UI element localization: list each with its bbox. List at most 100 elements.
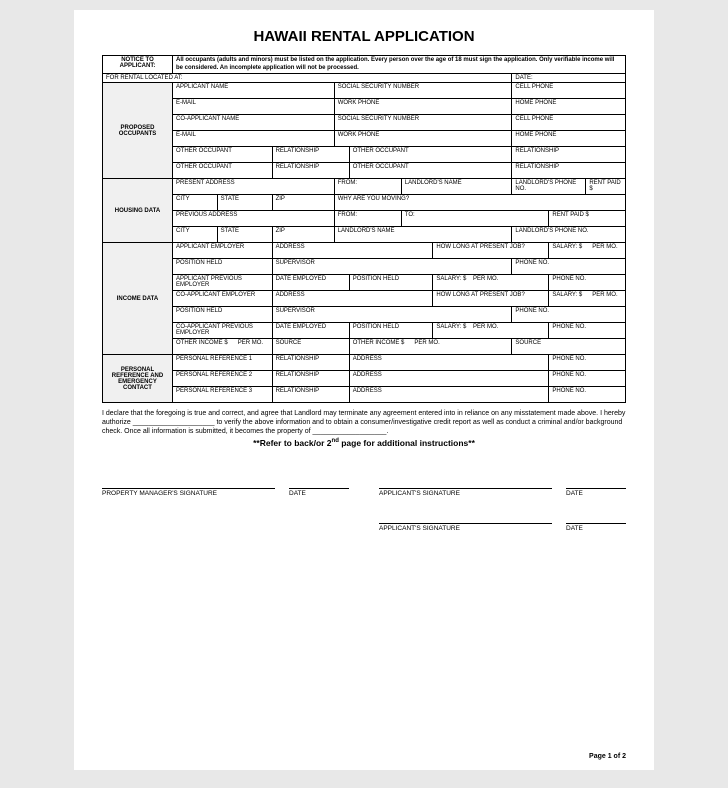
- field-address-5[interactable]: ADDRESS: [349, 387, 549, 403]
- field-email-2[interactable]: E-MAIL: [173, 131, 335, 147]
- field-supervisor-1[interactable]: SUPERVISOR: [272, 259, 512, 275]
- field-date-employed-2[interactable]: DATE EMPLOYED: [272, 323, 349, 339]
- field-state-1[interactable]: STATE: [217, 195, 272, 211]
- field-applicant-name[interactable]: APPLICANT NAME: [173, 83, 335, 99]
- field-phone-7[interactable]: PHONE NO.: [549, 387, 626, 403]
- field-source-1[interactable]: SOURCE: [272, 339, 349, 355]
- field-salary-3[interactable]: SALARY: $ PER MO.: [549, 291, 626, 307]
- field-position-4[interactable]: POSITION HELD: [349, 323, 433, 339]
- signature-row-1: PROPERTY MANAGER'S SIGNATURE DATE APPLIC…: [102, 488, 626, 497]
- field-other-occ-3[interactable]: OTHER OCCUPANT: [173, 163, 273, 179]
- field-zip-1[interactable]: ZIP: [272, 195, 334, 211]
- field-salary-1[interactable]: SALARY: $ PER MO.: [549, 243, 626, 259]
- applicant-date-line-1[interactable]: DATE: [566, 488, 626, 497]
- page-number: Page 1 of 2: [589, 753, 626, 760]
- field-relationship-2[interactable]: RELATIONSHIP: [512, 147, 626, 163]
- field-address-4[interactable]: ADDRESS: [349, 371, 549, 387]
- field-relationship-4[interactable]: RELATIONSHIP: [512, 163, 626, 179]
- field-city-2[interactable]: CITY: [173, 227, 218, 243]
- field-relationship-6[interactable]: RELATIONSHIP: [272, 371, 349, 387]
- field-landlord-name-1[interactable]: LANDLORD'S NAME: [401, 179, 512, 195]
- rental-located-label: FOR RENTAL LOCATED AT:: [103, 74, 512, 83]
- field-address-1[interactable]: ADDRESS: [272, 243, 433, 259]
- field-other-occ-1[interactable]: OTHER OCCUPANT: [173, 147, 273, 163]
- notice-text: All occupants (adults and minors) must b…: [173, 56, 626, 74]
- field-relationship-5[interactable]: RELATIONSHIP: [272, 355, 349, 371]
- field-applicant-emp[interactable]: APPLICANT EMPLOYER: [173, 243, 273, 259]
- section-income: INCOME DATA: [103, 243, 173, 355]
- field-from-1[interactable]: FROM:: [334, 179, 401, 195]
- field-source-2[interactable]: SOURCE: [512, 339, 626, 355]
- field-prev-addr[interactable]: PREVIOUS ADDRESS: [173, 211, 335, 227]
- field-phone-4[interactable]: PHONE NO.: [549, 323, 626, 339]
- pm-signature-line[interactable]: PROPERTY MANAGER'S SIGNATURE: [102, 488, 275, 497]
- page-title: HAWAII RENTAL APPLICATION: [102, 28, 626, 45]
- field-state-2[interactable]: STATE: [217, 227, 272, 243]
- field-supervisor-2[interactable]: SUPERVISOR: [272, 307, 512, 323]
- field-home-phone[interactable]: HOME PHONE: [512, 99, 626, 115]
- date-label: DATE:: [512, 74, 626, 83]
- field-landlord-phone-1[interactable]: LANDLORD'S PHONE NO.: [512, 179, 586, 195]
- section-personal: PERSONAL REFERENCE AND EMERGENCY CONTACT: [103, 355, 173, 403]
- field-salary-2[interactable]: SALARY: $ PER MO.: [433, 275, 549, 291]
- refer-text: **Refer to back/or 2nd page for addition…: [102, 438, 626, 448]
- field-applicant-prev-emp[interactable]: APPLICANT PREVIOUS EMPLOYER: [173, 275, 273, 291]
- field-phone-5[interactable]: PHONE NO.: [549, 355, 626, 371]
- field-position-1[interactable]: POSITION HELD: [173, 259, 273, 275]
- field-salary-4[interactable]: SALARY: $ PER MO.: [433, 323, 549, 339]
- field-how-long-1[interactable]: HOW LONG AT PRESENT JOB?: [433, 243, 549, 259]
- field-how-long-2[interactable]: HOW LONG AT PRESENT JOB?: [433, 291, 549, 307]
- field-why-moving[interactable]: WHY ARE YOU MOVING?: [334, 195, 625, 211]
- field-to-1[interactable]: TO:: [401, 211, 549, 227]
- field-relationship-3[interactable]: RELATIONSHIP: [272, 163, 349, 179]
- section-proposed: PROPOSED OCCUPANTS: [103, 83, 173, 179]
- field-coapp-emp[interactable]: CO-APPLICANT EMPLOYER: [173, 291, 273, 307]
- field-other-income-1[interactable]: OTHER INCOME $ PER MO.: [173, 339, 273, 355]
- section-housing: HOUSING DATA: [103, 179, 173, 243]
- field-home-phone-2[interactable]: HOME PHONE: [512, 131, 626, 147]
- field-other-occ-4[interactable]: OTHER OCCUPANT: [349, 163, 512, 179]
- field-coapp-prev-emp[interactable]: CO-APPLICANT PREVIOUS EMPLOYER: [173, 323, 273, 339]
- field-cell-phone[interactable]: CELL PHONE: [512, 83, 626, 99]
- field-ssn[interactable]: SOCIAL SECURITY NUMBER: [334, 83, 512, 99]
- field-phone-6[interactable]: PHONE NO.: [549, 371, 626, 387]
- field-from-2[interactable]: FROM:: [334, 211, 401, 227]
- applicant-date-line-2[interactable]: DATE: [566, 523, 626, 532]
- form-table: NOTICE TO APPLICANT: All occupants (adul…: [102, 55, 626, 403]
- field-present-addr[interactable]: PRESENT ADDRESS: [173, 179, 335, 195]
- declaration-text: I declare that the foregoing is true and…: [102, 409, 626, 436]
- field-city-1[interactable]: CITY: [173, 195, 218, 211]
- field-address-2[interactable]: ADDRESS: [272, 291, 433, 307]
- field-phone-2[interactable]: PHONE NO.: [549, 275, 626, 291]
- field-other-occ-2[interactable]: OTHER OCCUPANT: [349, 147, 512, 163]
- field-landlord-phone-2[interactable]: LANDLORD'S PHONE NO.: [512, 227, 626, 243]
- field-other-income-2[interactable]: OTHER INCOME $ PER MO.: [349, 339, 512, 355]
- field-address-3[interactable]: ADDRESS: [349, 355, 549, 371]
- field-zip-2[interactable]: ZIP: [272, 227, 334, 243]
- field-work-phone[interactable]: WORK PHONE: [334, 99, 512, 115]
- field-personal-ref-2[interactable]: PERSONAL REFERENCE 2: [173, 371, 273, 387]
- applicant-signature-line-1[interactable]: APPLICANT'S SIGNATURE: [379, 488, 552, 497]
- field-relationship-7[interactable]: RELATIONSHIP: [272, 387, 349, 403]
- field-email[interactable]: E-MAIL: [173, 99, 335, 115]
- pm-date-line[interactable]: DATE: [289, 488, 349, 497]
- signature-row-2: APPLICANT'S SIGNATURE DATE: [102, 523, 626, 532]
- field-phone-3[interactable]: PHONE NO.: [512, 307, 626, 323]
- field-landlord-name-2[interactable]: LANDLORD'S NAME: [334, 227, 512, 243]
- field-work-phone-2[interactable]: WORK PHONE: [334, 131, 512, 147]
- notice-label: NOTICE TO APPLICANT:: [103, 56, 173, 74]
- field-personal-ref-3[interactable]: PERSONAL REFERENCE 3: [173, 387, 273, 403]
- rental-application-form: HAWAII RENTAL APPLICATION NOTICE TO APPL…: [74, 10, 654, 770]
- field-rent-paid-2[interactable]: RENT PAID $: [549, 211, 626, 227]
- field-rent-paid-1[interactable]: RENT PAID $: [586, 179, 626, 195]
- field-date-employed-1[interactable]: DATE EMPLOYED: [272, 275, 349, 291]
- field-relationship-1[interactable]: RELATIONSHIP: [272, 147, 349, 163]
- field-personal-ref-1[interactable]: PERSONAL REFERENCE 1: [173, 355, 273, 371]
- field-cell-phone-2[interactable]: CELL PHONE: [512, 115, 626, 131]
- field-ssn-2[interactable]: SOCIAL SECURITY NUMBER: [334, 115, 512, 131]
- field-position-2[interactable]: POSITION HELD: [349, 275, 433, 291]
- field-coapplicant-name[interactable]: CO-APPLICANT NAME: [173, 115, 335, 131]
- field-phone-1[interactable]: PHONE NO.: [512, 259, 626, 275]
- field-position-3[interactable]: POSITION HELD: [173, 307, 273, 323]
- applicant-signature-line-2[interactable]: APPLICANT'S SIGNATURE: [379, 523, 552, 532]
